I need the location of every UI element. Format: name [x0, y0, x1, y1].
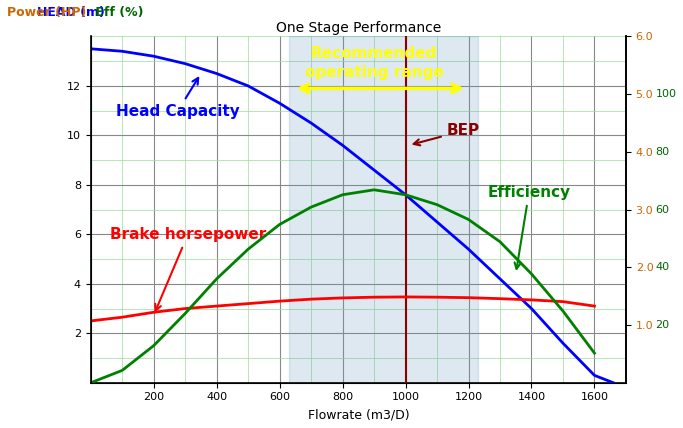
Text: 60: 60 — [656, 205, 669, 214]
Text: Recommended
operating range: Recommended operating range — [305, 46, 443, 80]
Text: Eff (%): Eff (%) — [91, 6, 143, 19]
Bar — [289, 36, 478, 383]
Text: 20: 20 — [656, 320, 669, 330]
Text: HEAD (m): HEAD (m) — [37, 6, 105, 19]
Title: One Stage Performance: One Stage Performance — [276, 21, 441, 35]
Text: 80: 80 — [656, 147, 669, 157]
Text: Efficiency: Efficiency — [488, 185, 570, 269]
Text: BEP: BEP — [414, 123, 479, 146]
X-axis label: Flowrate (m3/D): Flowrate (m3/D) — [307, 408, 409, 421]
Text: Head Capacity: Head Capacity — [116, 78, 240, 119]
Text: Power (HP): Power (HP) — [7, 6, 91, 19]
Text: 40: 40 — [656, 262, 669, 272]
Text: 100: 100 — [656, 89, 676, 99]
Text: Brake horsepower: Brake horsepower — [109, 227, 266, 311]
